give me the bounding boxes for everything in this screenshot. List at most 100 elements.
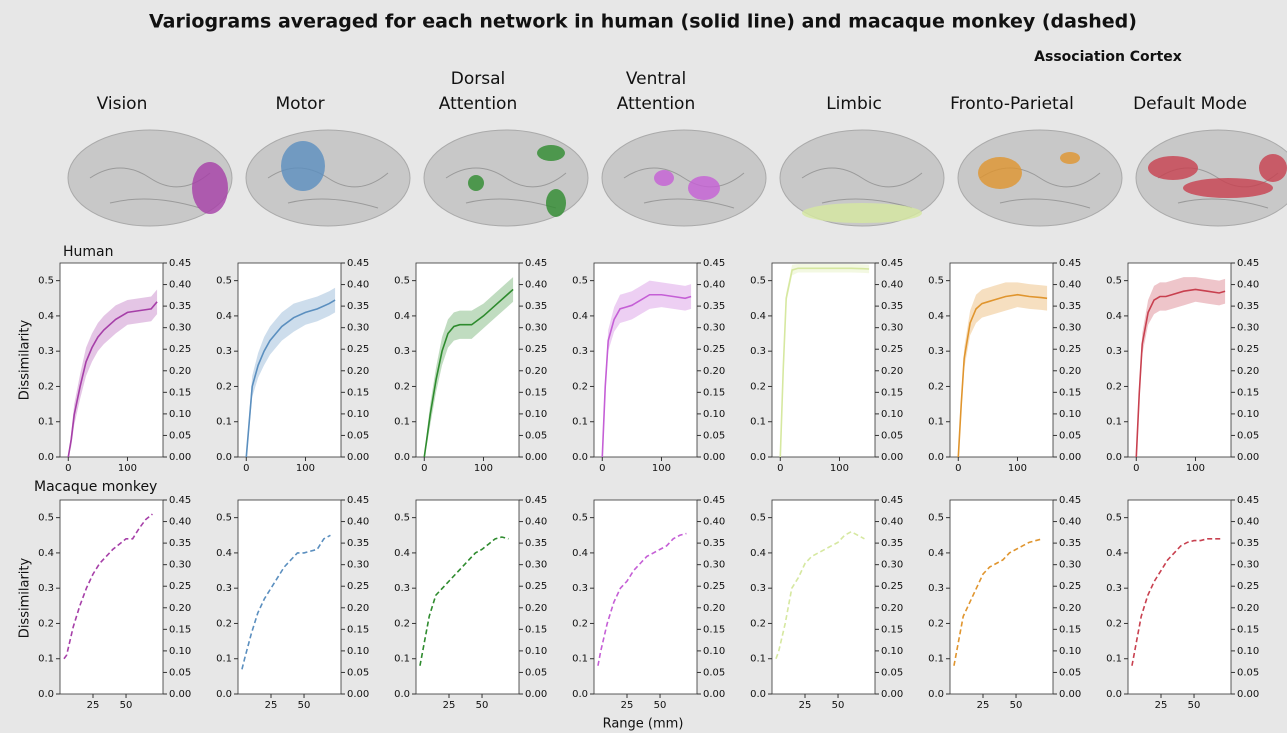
network-name: Attention (617, 94, 695, 114)
y2-tick-label: 0.10 (347, 409, 369, 420)
y2-tick-label: 0.05 (1237, 667, 1259, 678)
y2-tick-label: 0.40 (1059, 517, 1081, 528)
confidence-band (958, 282, 1048, 457)
confidence-band (246, 287, 336, 457)
y2-tick-label: 0.10 (1237, 646, 1259, 657)
x-tick-label: 100 (830, 463, 849, 474)
x-tick-label: 25 (265, 700, 278, 711)
y2-tick-label: 0.25 (525, 344, 547, 355)
y2-tick-label: 0.05 (169, 667, 191, 678)
y2-tick-label: 0.40 (881, 517, 903, 528)
y-tick-label: 0.3 (572, 583, 588, 594)
row-label: Macaque monkey (34, 479, 157, 495)
variogram-line (423, 288, 514, 458)
x-tick-label: 50 (654, 700, 667, 711)
y2-tick-label: 0.45 (525, 495, 547, 506)
y2-tick-label: 0.25 (169, 581, 191, 592)
variogram-line (953, 538, 1043, 666)
y-tick-label: 0.2 (394, 381, 410, 392)
y-tick-label: 0.5 (572, 513, 588, 524)
y2-tick-label: 0.35 (1059, 301, 1081, 312)
y-tick-label: 0.0 (394, 689, 410, 700)
y2-tick-label: 0.05 (525, 430, 547, 441)
y-tick-label: 0.5 (216, 513, 232, 524)
variogram-line (1135, 288, 1226, 458)
y2-tick-label: 0.20 (1059, 366, 1081, 377)
y2-tick-label: 0.05 (703, 667, 725, 678)
x-axis-label: Range (mm) (603, 717, 684, 732)
variogram-line (1131, 538, 1221, 666)
y-tick-label: 0.1 (394, 654, 410, 665)
y-axis-label: Dissimilarity (18, 320, 33, 401)
y-tick-label: 0.4 (572, 548, 588, 559)
y-tick-label: 0.5 (394, 513, 410, 524)
y2-tick-label: 0.10 (881, 646, 903, 657)
y2-tick-label: 0.30 (347, 323, 369, 334)
y-tick-label: 0.3 (572, 346, 588, 357)
y2-tick-label: 0.45 (881, 258, 903, 269)
x-tick-label: 25 (1155, 700, 1168, 711)
y2-tick-label: 0.05 (1237, 430, 1259, 441)
y2-tick-label: 0.10 (881, 409, 903, 420)
x-tick-label: 0 (777, 463, 783, 474)
y2-tick-label: 0.40 (169, 280, 191, 291)
y2-tick-label: 0.40 (525, 280, 547, 291)
y-tick-label: 0.0 (1106, 452, 1122, 463)
y2-tick-label: 0.45 (1237, 258, 1259, 269)
y2-tick-label: 0.20 (169, 603, 191, 614)
variogram-line (241, 534, 331, 670)
y2-tick-label: 0.05 (525, 667, 547, 678)
y-tick-label: 0.1 (394, 417, 410, 428)
y-tick-label: 0.4 (1106, 548, 1122, 559)
x-tick-label: 25 (443, 700, 456, 711)
variogram-line (957, 293, 1048, 458)
y-tick-label: 0.2 (572, 381, 588, 392)
y-tick-label: 0.1 (750, 417, 766, 428)
x-tick-label: 0 (65, 463, 71, 474)
y2-tick-label: 0.45 (169, 258, 191, 269)
y2-tick-label: 0.30 (1237, 560, 1259, 571)
y2-tick-label: 0.15 (525, 624, 547, 635)
y2-tick-label: 0.40 (1237, 280, 1259, 291)
y2-tick-label: 0.40 (347, 517, 369, 528)
x-tick-label: 100 (1008, 463, 1027, 474)
x-tick-label: 0 (599, 463, 605, 474)
figure-title: Variograms averaged for each network in … (149, 11, 1137, 33)
y2-tick-label: 0.35 (1059, 538, 1081, 549)
y2-tick-label: 0.35 (881, 538, 903, 549)
y2-tick-label: 0.35 (169, 538, 191, 549)
y-tick-label: 0.3 (1106, 583, 1122, 594)
y2-tick-label: 0.45 (347, 495, 369, 506)
plot-area (415, 499, 520, 695)
y2-tick-label: 0.10 (169, 409, 191, 420)
y2-tick-label: 0.35 (703, 301, 725, 312)
network-region (802, 203, 922, 223)
x-tick-label: 100 (474, 463, 493, 474)
x-tick-label: 25 (621, 700, 634, 711)
y2-tick-label: 0.10 (347, 646, 369, 657)
y-tick-label: 0.5 (928, 513, 944, 524)
row-label: Human (63, 244, 114, 260)
y-tick-label: 0.2 (572, 618, 588, 629)
y2-tick-label: 0.30 (881, 560, 903, 571)
y-tick-label: 0.4 (216, 548, 232, 559)
y-tick-label: 0.0 (572, 689, 588, 700)
y-tick-label: 0.4 (216, 311, 232, 322)
y2-tick-label: 0.10 (1059, 646, 1081, 657)
y2-tick-label: 0.00 (525, 452, 547, 463)
brain-fold (445, 167, 567, 209)
y2-tick-label: 0.00 (525, 689, 547, 700)
y-tick-label: 0.1 (38, 417, 54, 428)
plot-area (237, 262, 342, 458)
y-tick-label: 0.0 (750, 689, 766, 700)
y2-tick-label: 0.40 (881, 280, 903, 291)
y-tick-label: 0.4 (38, 548, 54, 559)
y-tick-label: 0.4 (394, 311, 410, 322)
y2-tick-label: 0.30 (1059, 323, 1081, 334)
y-tick-label: 0.2 (216, 618, 232, 629)
variogram-line (245, 299, 336, 458)
y2-tick-label: 0.15 (881, 624, 903, 635)
network-name: Ventral (626, 69, 686, 89)
y-tick-label: 0.4 (394, 548, 410, 559)
y-tick-label: 0.3 (750, 346, 766, 357)
